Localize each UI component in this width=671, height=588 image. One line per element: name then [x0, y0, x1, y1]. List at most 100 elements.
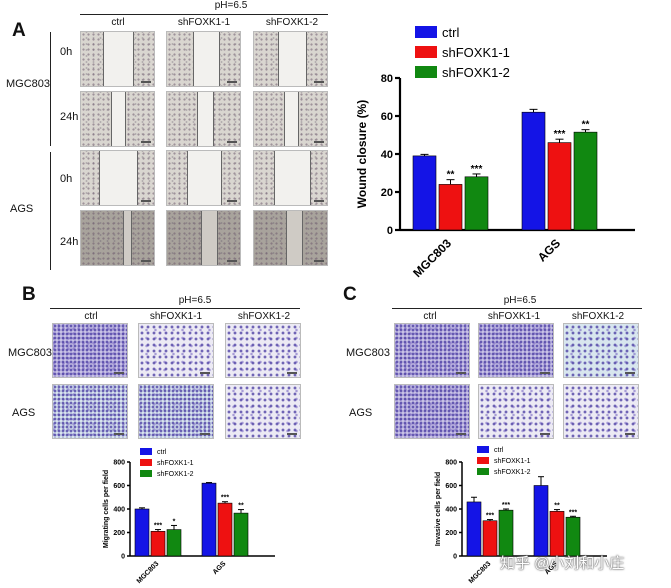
- wound-image-r1-c2: [253, 91, 328, 147]
- bar-mgc803-ctrl: [412, 155, 437, 231]
- wound-gap: [187, 151, 221, 205]
- significance-marker: **: [447, 170, 455, 181]
- significance-marker: ***: [569, 509, 577, 516]
- panel-a-col-sh2: shFOXK1-2: [265, 17, 319, 28]
- wound-edge: [123, 211, 124, 265]
- bar-ags-ctrl: [521, 111, 546, 231]
- significance-marker: ***: [221, 495, 229, 502]
- x-category-label: AGS: [535, 236, 563, 264]
- wound-edge: [221, 151, 222, 205]
- migration-image-r1-c0: [52, 384, 128, 439]
- scale-bar: [227, 200, 237, 202]
- wound-gap: [278, 32, 306, 86]
- legend-swatch: [415, 46, 437, 58]
- scale-bar: [227, 141, 237, 143]
- legend-label: shFOXK1-2: [157, 471, 194, 478]
- wound-image-r2-c2: [253, 150, 328, 206]
- panel-a-row-mgc803: MGC803: [6, 78, 51, 90]
- panel-a-ph-line: [80, 14, 328, 15]
- x-category-label: MGC803: [136, 560, 161, 584]
- scale-bar: [141, 260, 151, 262]
- panel-b-row-ags: AGS: [12, 407, 36, 419]
- panel-b-row-mgc803: MGC803: [8, 347, 53, 359]
- legend-swatch: [140, 470, 152, 477]
- y-axis-label: Wound closure (%): [355, 100, 369, 208]
- significance-marker: **: [554, 503, 560, 510]
- scale-bar: [456, 372, 466, 374]
- wound-edge: [197, 92, 198, 146]
- y-axis-label: Invasive cells per field: [435, 472, 442, 546]
- y-tick-label: 0: [387, 225, 393, 237]
- panel-a-bracket-ags: [50, 152, 51, 270]
- y-tick-label: 20: [381, 187, 393, 199]
- scale-bar: [456, 433, 466, 435]
- panel-b-col-sh1: shFOXK1-1: [149, 311, 203, 322]
- panel-b-ph-label: pH=6.5: [178, 295, 212, 306]
- significance-marker: **: [582, 120, 590, 131]
- y-tick-label: 200: [445, 530, 457, 537]
- bar-mgc803-shfoxk1-2: [464, 176, 489, 231]
- panel-c-row-ags: AGS: [349, 407, 373, 419]
- wound-gap: [197, 92, 213, 146]
- wound-gap: [286, 211, 302, 265]
- wound-gap: [111, 92, 125, 146]
- wound-gap: [123, 211, 131, 265]
- bar-mgc803-shfoxk1-1: [438, 184, 463, 231]
- scale-bar: [227, 260, 237, 262]
- panel-a-ph-label: pH=6.5: [214, 0, 248, 11]
- legend-swatch: [415, 26, 437, 38]
- scale-bar: [200, 433, 210, 435]
- wound-edge: [306, 32, 307, 86]
- migration-image-r0-c0: [52, 323, 128, 378]
- panel-a-time-ags-24h: 24h: [60, 236, 79, 248]
- wound-edge: [103, 32, 104, 86]
- panel-a-col-ctrl: ctrl: [111, 17, 125, 28]
- wound-edge: [99, 151, 100, 205]
- scale-bar: [287, 433, 297, 435]
- y-tick-label: 600: [113, 483, 125, 490]
- y-tick-label: 200: [113, 530, 125, 537]
- scale-bar: [625, 433, 635, 435]
- significance-marker: ***: [471, 164, 483, 175]
- scale-bar: [314, 200, 324, 202]
- wound-gap: [99, 151, 137, 205]
- scale-bar: [114, 433, 124, 435]
- panel-c-col-sh2: shFOXK1-2: [571, 311, 625, 322]
- wound-image-r2-c0: [80, 150, 155, 206]
- significance-marker: **: [238, 503, 244, 510]
- scale-bar: [287, 372, 297, 374]
- bar-mgc803-shfoxk1-2: [166, 529, 182, 557]
- wound-edge: [131, 211, 132, 265]
- y-axis-label: Migrating cells per field: [103, 470, 110, 548]
- wound-edge: [187, 151, 188, 205]
- y-tick-label: 0: [121, 553, 125, 560]
- panel-a-bracket-mgc803: [50, 32, 51, 146]
- wound-image-r3-c2: [253, 210, 328, 266]
- bar-mgc803-ctrl: [134, 508, 150, 557]
- bar-ags-shfoxk1-1: [549, 511, 565, 557]
- significance-marker: ***: [554, 129, 566, 140]
- wound-image-r0-c2: [253, 31, 328, 87]
- legend-label: ctrl: [157, 449, 167, 456]
- wound-edge: [111, 92, 112, 146]
- bar-ags-ctrl: [201, 482, 217, 557]
- y-tick-label: 800: [445, 459, 457, 466]
- wound-edge: [217, 211, 218, 265]
- wound-edge: [201, 211, 202, 265]
- legend-label: shFOXK1-1: [442, 45, 510, 60]
- significance-marker: ***: [502, 502, 510, 509]
- wound-image-r3-c0: [80, 210, 155, 266]
- y-tick-label: 400: [445, 506, 457, 513]
- y-tick-label: 800: [113, 459, 125, 466]
- panel-b-ph-line: [50, 308, 300, 309]
- bar-mgc803-shfoxk1-1: [150, 531, 166, 557]
- significance-marker: *: [173, 518, 176, 525]
- wound-image-r1-c1: [166, 91, 241, 147]
- panel-c-col-ctrl: ctrl: [423, 311, 437, 322]
- wound-image-r0-c0: [80, 31, 155, 87]
- bar-ags-shfoxk1-1: [217, 502, 233, 557]
- panel-a-letter: A: [12, 20, 26, 41]
